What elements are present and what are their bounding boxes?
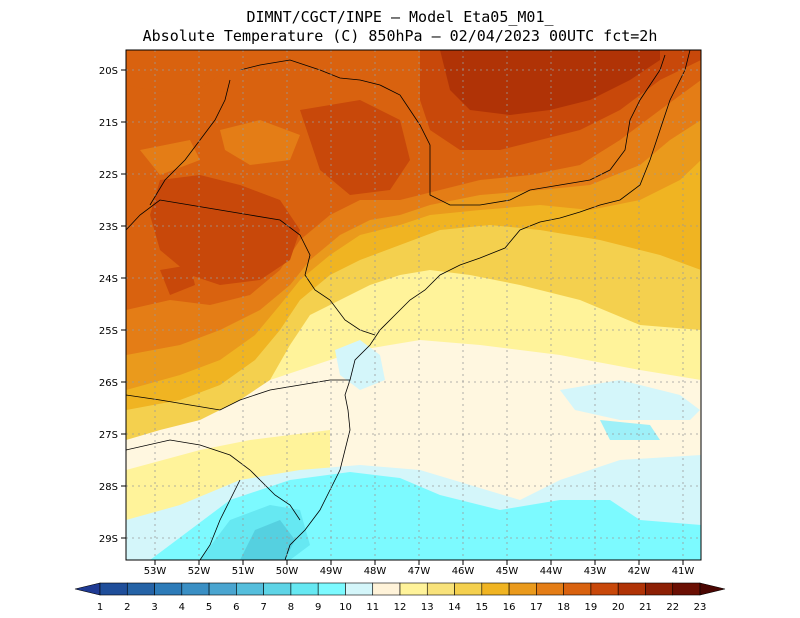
colorbar-swatch <box>236 582 264 596</box>
lon-label: 49W <box>320 566 343 577</box>
colorbar-swatch <box>672 582 701 596</box>
colorbar-label: 13 <box>421 602 434 613</box>
colorbar-swatch <box>317 582 346 596</box>
colorbar-label: 10 <box>339 602 352 613</box>
lon-label: 47W <box>408 566 431 577</box>
colorbar-swatch <box>617 582 646 596</box>
colorbar-label: 12 <box>394 602 407 613</box>
colorbar-arrow-right <box>699 582 726 596</box>
colorbar-label: 16 <box>503 602 516 613</box>
temperature-field <box>126 50 701 560</box>
colorbar-label: 21 <box>639 602 652 613</box>
colorbar-label: 4 <box>179 602 185 613</box>
lat-label: 25S <box>99 326 118 337</box>
colorbar-label: 14 <box>448 602 461 613</box>
colorbar-swatch <box>126 582 155 596</box>
colorbar-label: 1 <box>97 602 103 613</box>
lon-label: 46W <box>452 566 475 577</box>
lat-label: 29S <box>99 534 118 545</box>
colorbar-swatch <box>481 582 510 596</box>
colorbar-label: 2 <box>124 602 130 613</box>
colorbar-label: 5 <box>206 602 212 613</box>
lon-label: 44W <box>540 566 563 577</box>
lat-label: 24S <box>99 274 118 285</box>
title-line-2: Absolute Temperature (C) 850hPa — 02/04/… <box>142 27 658 45</box>
lon-label: 41W <box>672 566 695 577</box>
colorbar-label: 6 <box>233 602 239 613</box>
lon-label: 42W <box>628 566 651 577</box>
lat-label: 20S <box>99 66 118 77</box>
colorbar-swatch <box>536 582 564 596</box>
colorbar-swatch <box>645 582 674 596</box>
latitude-labels: 20S 21S 22S 23S 24S 25S 26S 27S 28S 29S <box>99 66 126 545</box>
colorbar-label: 8 <box>288 602 294 613</box>
lat-label: 21S <box>99 118 118 129</box>
colorbar-swatch <box>181 582 210 596</box>
lon-label: 51W <box>232 566 255 577</box>
colorbar-swatch <box>290 582 319 596</box>
lat-label: 22S <box>99 170 118 181</box>
lat-label: 26S <box>99 378 118 389</box>
lon-label: 50W <box>276 566 299 577</box>
lon-label: 43W <box>584 566 607 577</box>
colorbar-swatch <box>508 582 537 596</box>
lat-label: 28S <box>99 482 118 493</box>
colorbar-swatch <box>399 582 428 596</box>
colorbar-label: 11 <box>366 602 379 613</box>
longitude-labels: 53W 52W 51W 50W 49W 48W 47W 46W 45W 44W 43W 42W 41W <box>144 560 695 577</box>
lon-label: 48W <box>364 566 387 577</box>
colorbar-swatch <box>372 582 401 596</box>
colorbar-label: 19 <box>585 602 598 613</box>
lon-label: 45W <box>496 566 519 577</box>
lon-label: 53W <box>144 566 167 577</box>
colorbar-swatch <box>99 582 128 596</box>
colorbar: 1 2 3 4 5 6 7 8 9 10 11 12 13 14 15 16 17 18 19 20 21 22 23 <box>74 582 726 613</box>
colorbar-arrow-left <box>74 582 101 596</box>
colorbar-label: 23 <box>694 602 707 613</box>
title-line-1: DIMNT/CGCT/INPE — Model Eta05_M01_ <box>246 8 554 26</box>
colorbar-swatch <box>208 582 237 596</box>
colorbar-label: 20 <box>612 602 625 613</box>
colorbar-label: 7 <box>260 602 266 613</box>
colorbar-swatch <box>426 582 455 596</box>
lat-label: 27S <box>99 430 118 441</box>
lon-label: 52W <box>188 566 211 577</box>
map-frame <box>125 49 702 561</box>
colorbar-swatch <box>263 582 292 596</box>
colorbar-swatch <box>345 582 374 596</box>
colorbar-swatch <box>590 582 619 596</box>
colorbar-label: 22 <box>666 602 679 613</box>
coastline-borders <box>126 50 691 560</box>
colorbar-label: 15 <box>475 602 488 613</box>
lat-label: 23S <box>99 222 118 233</box>
colorbar-swatch <box>563 582 592 596</box>
colorbar-label: 9 <box>315 602 321 613</box>
colorbar-label: 18 <box>557 602 570 613</box>
colorbar-swatch <box>454 582 483 596</box>
colorbar-swatch <box>154 582 183 596</box>
graticule <box>126 50 701 560</box>
colorbar-label: 3 <box>151 602 157 613</box>
colorbar-label: 17 <box>530 602 543 613</box>
